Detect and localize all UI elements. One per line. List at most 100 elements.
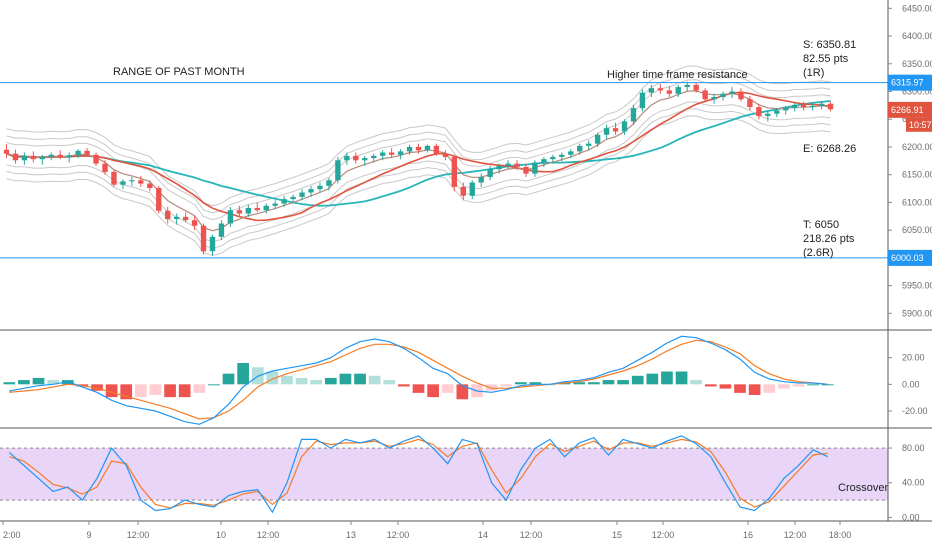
countdown-tag bbox=[906, 117, 932, 132]
time-tick-label: 12:00 bbox=[784, 530, 807, 540]
candle bbox=[720, 91, 726, 101]
candle-body bbox=[93, 154, 99, 164]
candle bbox=[612, 122, 619, 135]
target-label: T: 6050 bbox=[803, 219, 839, 231]
envelope-band-1 bbox=[6, 115, 831, 257]
candle-body bbox=[182, 216, 189, 221]
macd-histogram-bar bbox=[281, 375, 293, 385]
macd-histogram-bar bbox=[675, 371, 688, 385]
price-tick-label: 6450.00 bbox=[902, 3, 932, 13]
candle-body bbox=[568, 151, 574, 155]
candle bbox=[783, 105, 789, 115]
candle-body bbox=[245, 207, 252, 214]
stochastic-pane[interactable]: Crossover bbox=[0, 435, 888, 514]
candle bbox=[568, 149, 574, 159]
candle bbox=[827, 101, 834, 112]
candle bbox=[156, 185, 162, 214]
candle-body bbox=[532, 162, 538, 174]
candle-body bbox=[263, 205, 269, 211]
candle bbox=[39, 154, 45, 165]
macd-histogram-bar bbox=[178, 384, 191, 398]
price-tick-label: 6100.00 bbox=[902, 197, 932, 207]
candle-body bbox=[326, 180, 332, 186]
candle-body bbox=[559, 154, 565, 157]
candle bbox=[532, 160, 538, 177]
candle-body bbox=[827, 103, 834, 110]
macd-histogram-bar bbox=[573, 382, 586, 385]
candle bbox=[379, 150, 386, 161]
macd-histogram-bar bbox=[105, 384, 118, 398]
entry-label: E: 6268.26 bbox=[803, 143, 856, 155]
candle bbox=[75, 149, 81, 159]
candle bbox=[639, 89, 646, 112]
macd-histogram-bar bbox=[631, 375, 644, 385]
macd-tick-label: 0.00 bbox=[902, 379, 920, 389]
candle-body bbox=[424, 145, 431, 151]
candle-body bbox=[147, 183, 153, 189]
candle bbox=[218, 220, 225, 241]
candle bbox=[585, 140, 592, 151]
macd-tick-label: -20.00 bbox=[902, 406, 928, 416]
candle-body bbox=[702, 90, 708, 100]
candle bbox=[326, 178, 332, 191]
candle-body bbox=[353, 155, 359, 161]
candle bbox=[577, 143, 583, 155]
macd-histogram-bar bbox=[500, 384, 513, 387]
candle bbox=[729, 87, 735, 99]
candle bbox=[371, 153, 377, 163]
stochastic-tick-label: 0.00 bbox=[902, 512, 920, 522]
macd-histogram-bar bbox=[120, 384, 133, 400]
time-tick-label: 12:00 bbox=[257, 530, 280, 540]
candle bbox=[344, 152, 350, 165]
macd-histogram-bar bbox=[617, 380, 629, 385]
candle bbox=[12, 149, 19, 164]
macd-histogram-bar bbox=[354, 373, 366, 385]
price-tag bbox=[888, 101, 932, 118]
time-tick-label: 12:00 bbox=[520, 530, 543, 540]
candle bbox=[102, 160, 108, 175]
candle bbox=[48, 152, 54, 161]
envelope-bands bbox=[6, 65, 831, 257]
macd-histogram-bar bbox=[339, 373, 352, 385]
macd-histogram-bar bbox=[778, 384, 790, 389]
price-tick-label: 6300.00 bbox=[902, 87, 932, 97]
candle bbox=[397, 149, 404, 160]
price-tag-label: 6000.03 bbox=[891, 253, 924, 263]
candle bbox=[514, 160, 520, 171]
candle bbox=[765, 110, 771, 122]
candle-body bbox=[362, 158, 368, 161]
candle-body bbox=[451, 156, 458, 187]
candle bbox=[809, 102, 816, 111]
candle-body bbox=[541, 159, 547, 163]
candle-body bbox=[585, 143, 592, 146]
candle bbox=[165, 206, 171, 224]
price-pane[interactable]: RANGE OF PAST MONTH Higher time frame re… bbox=[0, 39, 888, 259]
macd-scale[interactable]: 20.00 0.00 -20.00 bbox=[888, 353, 928, 416]
candle-body bbox=[523, 166, 529, 174]
candle-body bbox=[738, 91, 744, 100]
macd-pane[interactable] bbox=[3, 335, 834, 425]
candle bbox=[147, 180, 153, 192]
time-axis[interactable]: 2:00 9 12:00 10 12:00 13 12:00 14 12:00 15 12:00 16… bbox=[2, 521, 851, 540]
candle bbox=[129, 176, 135, 186]
candle bbox=[442, 150, 449, 161]
candle bbox=[308, 185, 314, 197]
countdown-tag-label: 10:57 bbox=[909, 120, 932, 130]
target-pts-label: 218.26 pts bbox=[803, 233, 855, 245]
candle bbox=[173, 213, 180, 225]
candle-body bbox=[173, 216, 180, 220]
macd-histogram-bar bbox=[441, 384, 454, 393]
candle-body bbox=[460, 186, 466, 196]
macd-histogram-bar bbox=[266, 371, 279, 385]
candle-body bbox=[800, 104, 807, 108]
price-tick-label: 6200.00 bbox=[902, 142, 932, 152]
macd-histogram-bar bbox=[704, 384, 717, 387]
candle-body bbox=[317, 185, 323, 190]
macd-histogram-bar bbox=[91, 384, 103, 391]
candle bbox=[424, 144, 431, 153]
stochastic-scale[interactable]: 80.00 40.00 0.00 bbox=[888, 443, 925, 522]
envelope-band-2 bbox=[6, 108, 831, 249]
price-tag-label: 6266.91 bbox=[891, 105, 924, 115]
candle-body bbox=[39, 156, 45, 160]
